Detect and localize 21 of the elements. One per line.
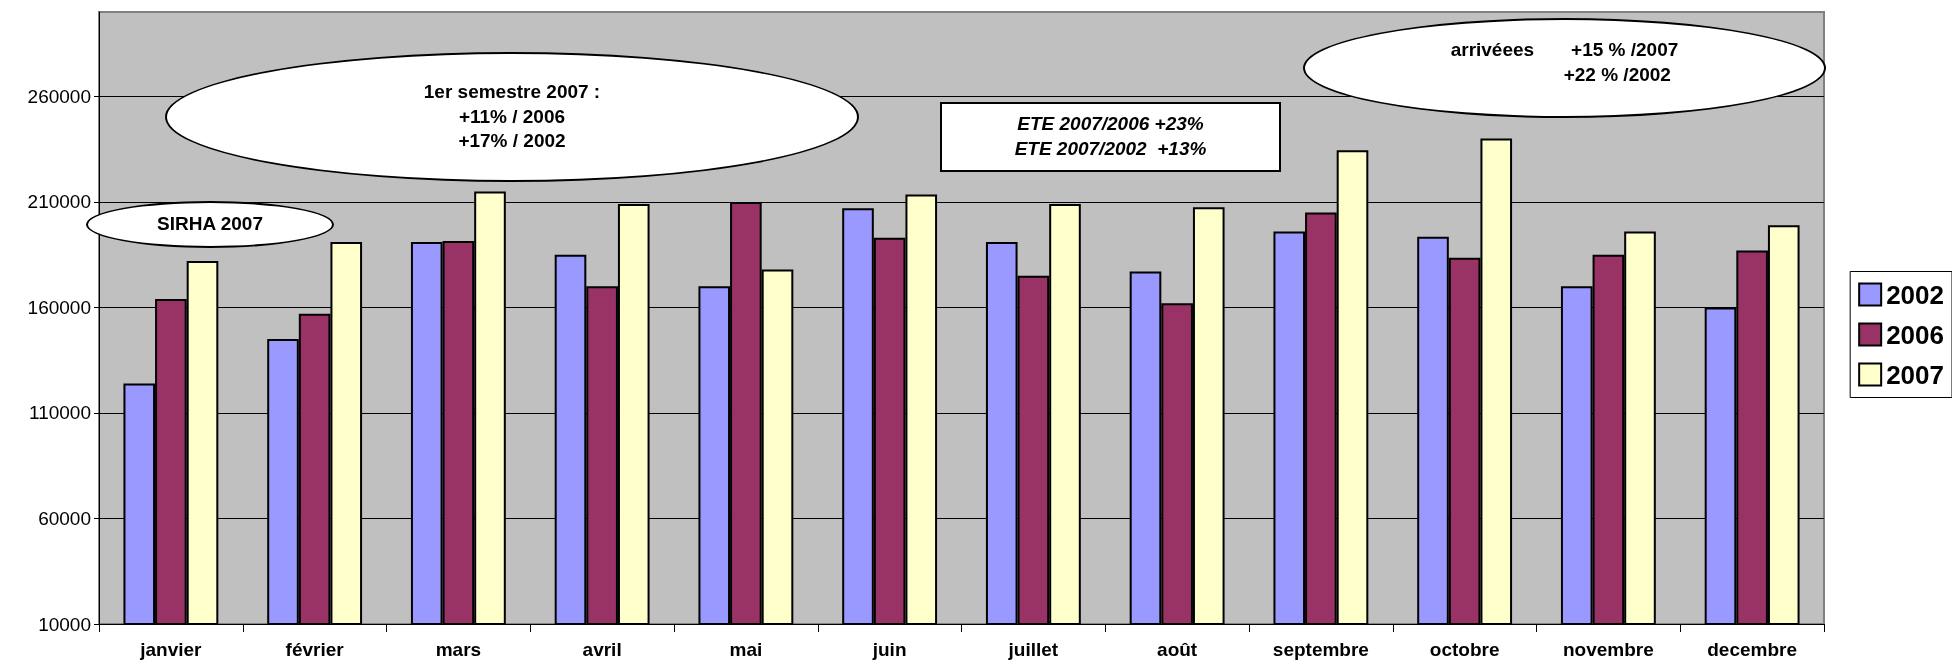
- x-tick-label: février: [285, 639, 345, 660]
- y-tick-label: 60000: [38, 507, 91, 529]
- x-tick-label: juin: [871, 639, 907, 660]
- x-tick-label: novembre: [1562, 639, 1654, 660]
- text-box: ETE 2007/2006 +23% ETE 2007/2002 +13%: [940, 102, 1281, 172]
- x-tick-label: janvier: [139, 639, 203, 660]
- legend-label: 2002: [1886, 279, 1944, 310]
- y-tick-label: 160000: [27, 296, 91, 318]
- legend-label: 2007: [1886, 359, 1944, 390]
- y-tick-label: 110000: [29, 402, 91, 424]
- y-tick-label: 10000: [38, 613, 91, 635]
- x-tick-label: mai: [729, 639, 763, 660]
- x-tick-label: avril: [582, 639, 622, 660]
- x-tick-label: mars: [435, 639, 482, 660]
- x-tick-label: août: [1157, 639, 1198, 660]
- x-tick-label: septembre: [1272, 639, 1369, 660]
- x-tick-label: octobre: [1429, 639, 1500, 660]
- legend-label: 2006: [1886, 319, 1944, 350]
- x-tick-label: juillet: [1007, 639, 1059, 660]
- y-tick-label: 260000: [27, 85, 91, 107]
- x-tick-label: decembre: [1707, 639, 1798, 660]
